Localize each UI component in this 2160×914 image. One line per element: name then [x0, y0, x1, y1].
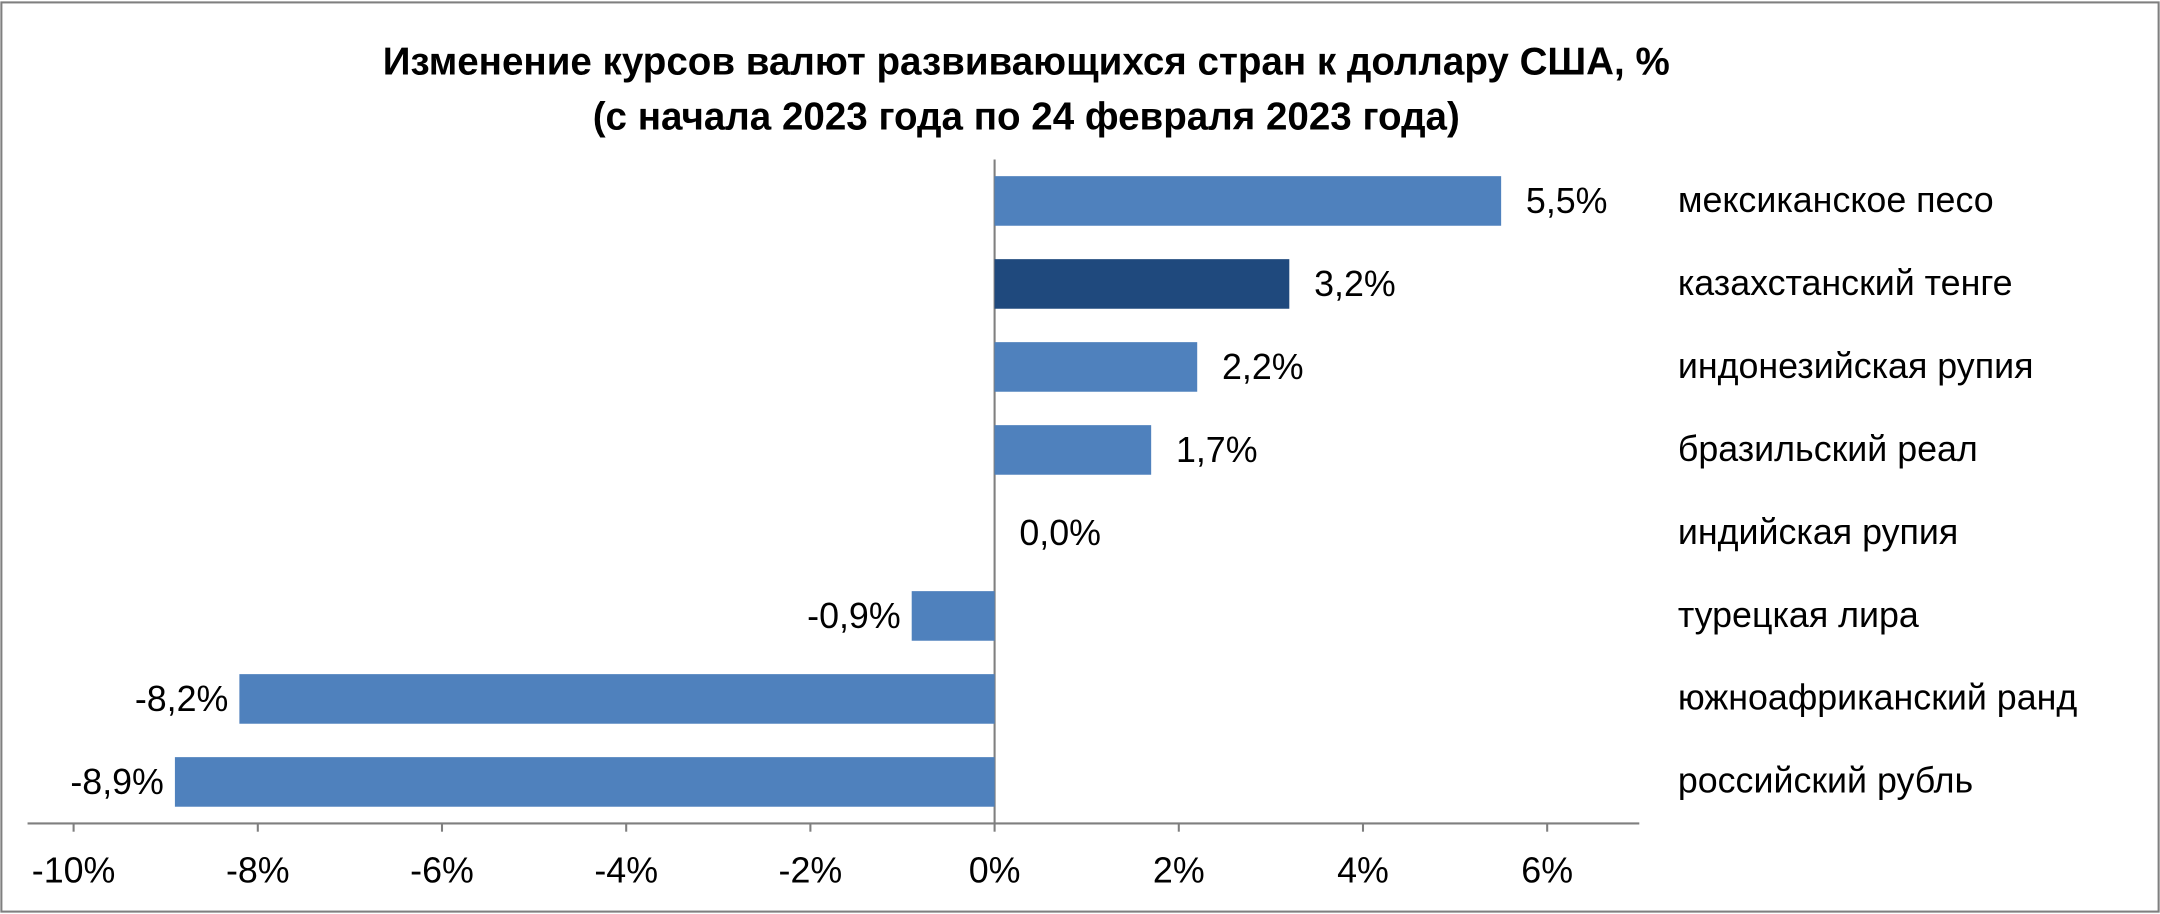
value-label: -8,2% — [135, 679, 229, 719]
value-label: 2,2% — [1222, 347, 1304, 387]
chart-title: Изменение курсов валют развивающихся стр… — [383, 41, 1670, 84]
bar — [994, 176, 1502, 226]
bar — [239, 674, 995, 724]
x-tick-label: -2% — [779, 850, 843, 890]
value-label: -0,9% — [807, 596, 901, 636]
x-tick-label: -6% — [410, 850, 474, 890]
x-tick-label: 0% — [969, 850, 1021, 890]
x-tick-label: 6% — [1521, 850, 1573, 890]
value-label: 3,2% — [1314, 264, 1396, 304]
category-label: турецкая лира — [1678, 595, 1919, 635]
value-label: -8,9% — [70, 762, 164, 802]
bar — [911, 591, 995, 641]
category-label: индийская рупия — [1678, 512, 1958, 552]
bar — [994, 342, 1198, 392]
value-label: 5,5% — [1526, 181, 1608, 221]
x-tick-label: 4% — [1337, 850, 1389, 890]
category-label: бразильский реал — [1678, 429, 1978, 469]
x-tick-label: 2% — [1153, 850, 1205, 890]
x-tick-label: -4% — [594, 850, 658, 890]
category-label: российский рубль — [1678, 761, 1973, 801]
bar — [994, 425, 1152, 475]
bar — [994, 259, 1290, 309]
x-tick-label: -10% — [32, 850, 116, 890]
category-label: индонезийская рупия — [1678, 346, 2034, 386]
category-label: южноафриканский ранд — [1678, 678, 2078, 718]
x-tick-label: -8% — [226, 850, 290, 890]
value-label: 0,0% — [1019, 513, 1101, 553]
chart-subtitle: (с начала 2023 года по 24 февраля 2023 г… — [593, 96, 1460, 139]
bar — [174, 757, 995, 807]
category-label: казахстанский тенге — [1678, 263, 2013, 303]
value-label: 1,7% — [1176, 430, 1258, 470]
category-label: мексиканское песо — [1678, 180, 1994, 220]
